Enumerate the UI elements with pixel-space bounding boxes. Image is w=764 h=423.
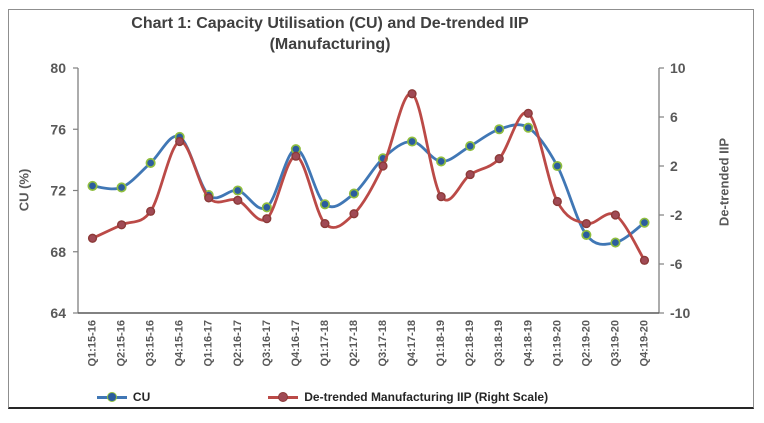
series-marker-iip	[204, 193, 214, 203]
series-marker-iip	[610, 210, 621, 220]
x-axis-tick-label: Q1:15-16	[87, 320, 99, 366]
x-axis-tick-label: Q4:19-20	[638, 320, 650, 366]
series-marker-cu	[116, 182, 127, 193]
series-marker-iip	[523, 108, 533, 118]
series-marker-cu	[232, 185, 243, 196]
left-axis-tick-label: 80	[50, 60, 66, 76]
iip-legend-marker-icon	[278, 392, 289, 402]
series-marker-iip	[407, 89, 417, 99]
legend: CU De-trended Manufacturing IIP (Right S…	[0, 390, 645, 404]
series-marker-cu	[523, 122, 534, 133]
series-marker-cu	[639, 217, 650, 228]
series-marker-iip	[146, 206, 156, 216]
series-marker-iip	[378, 161, 388, 171]
right-axis-tick-label: -10	[670, 305, 690, 321]
x-axis-tick-label: Q1:19-20	[551, 320, 563, 366]
series-marker-cu	[407, 136, 418, 147]
series-marker-cu	[261, 202, 272, 213]
left-axis-tick-label: 64	[50, 305, 66, 321]
chart-title-line2: (Manufacturing)	[269, 36, 391, 53]
right-axis-tick-label: 6	[670, 109, 678, 125]
iip-legend-swatch	[268, 392, 299, 402]
series-marker-cu	[436, 156, 447, 167]
legend-item-cu: CU	[96, 390, 151, 404]
series-marker-iip	[552, 196, 562, 207]
x-axis-tick-label: Q4:17-18	[406, 320, 418, 366]
x-axis-tick-label: Q3:16-17	[261, 320, 273, 366]
x-axis-tick-label: Q1:16-17	[203, 320, 215, 366]
left-axis-tick-label: 68	[50, 244, 66, 260]
series-marker-iip	[87, 233, 98, 243]
series-marker-iip	[581, 218, 591, 229]
series-marker-cu	[581, 229, 592, 240]
chart-title-line1: Chart 1: Capacity Utilisation (CU) and D…	[131, 15, 529, 32]
series-marker-iip	[436, 192, 446, 202]
cu-legend-swatch	[96, 392, 127, 402]
x-axis-tick-label: Q1:18-19	[435, 320, 447, 366]
series-marker-iip	[233, 195, 243, 205]
x-axis-tick-label: Q1:17-18	[319, 320, 331, 366]
series-marker-cu	[552, 160, 563, 172]
x-axis-tick-label: Q4:16-17	[290, 320, 302, 366]
legend-item-iip: De-trended Manufacturing IIP (Right Scal…	[268, 390, 548, 404]
series-marker-iip	[349, 209, 359, 219]
right-axis-tick-label: -6	[670, 256, 683, 272]
right-axis-tick-label: 2	[670, 158, 678, 174]
x-axis-tick-label: Q3:15-16	[145, 320, 157, 366]
series-marker-cu	[319, 199, 330, 210]
cu-legend-label: CU	[132, 390, 151, 404]
series-marker-cu	[348, 188, 360, 199]
x-axis-tick-label: Q3:19-20	[609, 320, 621, 366]
chart-title: Chart 1: Capacity Utilisation (CU) and D…	[45, 13, 615, 55]
series-marker-iip	[291, 151, 301, 161]
x-axis-tick-label: Q2:18-19	[464, 320, 476, 366]
x-axis-tick-label: Q4:15-16	[174, 320, 186, 366]
x-axis-tick-label: Q2:15-16	[116, 320, 128, 366]
series-marker-cu	[494, 124, 505, 135]
series-marker-cu	[465, 141, 476, 152]
series-marker-iip	[320, 218, 330, 229]
right-axis-tick-label: -2	[670, 207, 683, 223]
series-marker-iip	[175, 136, 185, 147]
x-axis-tick-label: Q3:17-18	[377, 320, 389, 366]
left-axis-tick-label: 76	[50, 121, 66, 137]
x-axis-tick-label: Q4:18-19	[522, 320, 534, 366]
series-marker-iip	[262, 214, 272, 224]
series-marker-iip	[116, 220, 127, 230]
x-axis-tick-label: Q2:19-20	[580, 320, 592, 366]
x-axis-tick-label: Q2:16-17	[232, 320, 244, 366]
x-axis-tick-label: Q2:17-18	[348, 320, 360, 366]
series-marker-cu	[145, 157, 156, 168]
series-marker-iip	[639, 255, 650, 265]
right-axis-tick-label: 10	[670, 60, 686, 76]
cu-legend-marker-icon	[106, 392, 117, 402]
series-marker-iip	[494, 154, 504, 164]
left-axis-tick-label: 72	[50, 183, 66, 199]
x-axis-tick-label: Q3:18-19	[493, 320, 505, 366]
series-marker-cu	[610, 237, 621, 248]
series-marker-iip	[465, 169, 475, 180]
series-marker-cu	[87, 180, 98, 191]
iip-legend-label: De-trended Manufacturing IIP (Right Scal…	[304, 390, 549, 404]
